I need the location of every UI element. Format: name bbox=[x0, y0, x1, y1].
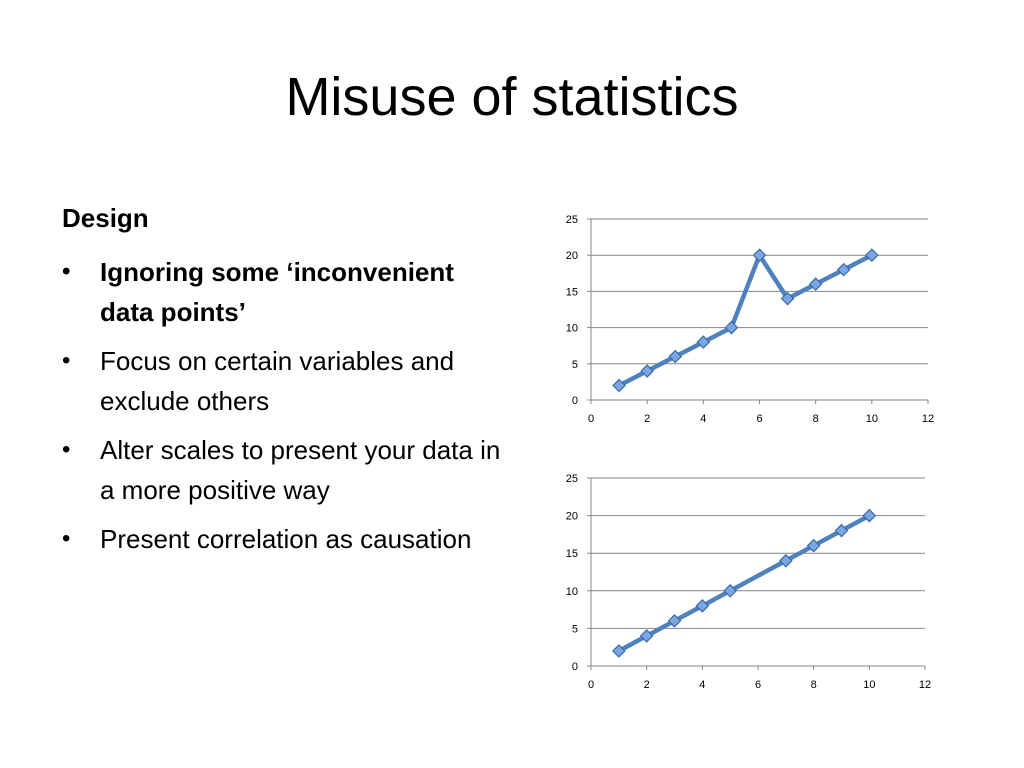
bottom-line-chart: 0 5 10 15 20 25 0 2 4 6 8 10 12 bbox=[566, 473, 931, 691]
slide-title: Misuse of statistics bbox=[285, 67, 739, 127]
data-point bbox=[780, 291, 795, 306]
y-tick-label: 10 bbox=[566, 323, 578, 335]
bullet-text: Focus on certain variables and exclude o… bbox=[100, 346, 455, 416]
y-tick-label: 25 bbox=[566, 214, 578, 226]
data-point bbox=[834, 523, 849, 538]
section-heading: Design bbox=[62, 203, 149, 233]
y-tick-label: 0 bbox=[572, 395, 578, 407]
y-tick-label: 5 bbox=[572, 359, 578, 371]
y-tick-label: 15 bbox=[566, 286, 578, 298]
x-tick-label: 6 bbox=[756, 413, 762, 425]
y-tick-label: 20 bbox=[566, 511, 578, 523]
x-tick-label: 8 bbox=[813, 413, 819, 425]
bullet-text: Present correlation as causation bbox=[100, 524, 472, 554]
x-tick-label: 2 bbox=[644, 413, 650, 425]
bullet-icon: • bbox=[62, 525, 71, 552]
data-point bbox=[695, 598, 710, 613]
bullet-item: • Ignoring some ‘inconvenient data points… bbox=[62, 252, 502, 332]
x-tick-label: 0 bbox=[588, 679, 594, 691]
y-tick-label: 25 bbox=[566, 473, 578, 485]
y-tick-label: 15 bbox=[566, 548, 578, 560]
x-tick-label: 0 bbox=[588, 413, 594, 425]
data-point bbox=[611, 644, 626, 658]
bullet-icon: • bbox=[62, 436, 71, 463]
x-tick-label: 4 bbox=[700, 413, 706, 425]
data-point bbox=[612, 378, 626, 393]
data-point bbox=[696, 335, 711, 349]
x-tick-label: 8 bbox=[811, 679, 817, 691]
x-tick-label: 12 bbox=[919, 679, 931, 691]
bullet-item: • Focus on certain variables and exclude … bbox=[62, 341, 502, 421]
bullet-text: Ignoring some ‘inconvenient data points’ bbox=[100, 257, 454, 327]
series-line bbox=[616, 252, 875, 388]
x-tick-label: 10 bbox=[863, 679, 875, 691]
y-tick-label: 10 bbox=[566, 586, 578, 598]
data-point bbox=[752, 248, 767, 263]
data-point bbox=[862, 508, 877, 523]
x-tick-label: 2 bbox=[644, 679, 650, 691]
data-point bbox=[808, 277, 823, 292]
data-point bbox=[778, 553, 793, 568]
data-point bbox=[864, 248, 879, 263]
bullet-list: • Ignoring some ‘inconvenient data points… bbox=[62, 252, 502, 568]
data-point bbox=[640, 364, 655, 378]
bullet-text: Alter scales to present your data in a m… bbox=[100, 435, 501, 505]
data-point bbox=[668, 349, 683, 364]
bullet-item: • Alter scales to present your data in a … bbox=[62, 430, 502, 510]
data-point bbox=[723, 583, 738, 598]
bullet-icon: • bbox=[62, 347, 71, 374]
top-line-chart: 0 5 10 15 20 25 0 2 4 6 8 10 12 bbox=[566, 214, 934, 425]
data-point bbox=[724, 320, 739, 335]
data-point bbox=[639, 629, 654, 643]
bullet-icon: • bbox=[62, 258, 71, 285]
data-point bbox=[667, 614, 682, 628]
bullet-item: • Present correlation as causation bbox=[62, 519, 502, 559]
data-point bbox=[836, 262, 851, 277]
y-tick-label: 20 bbox=[566, 250, 578, 262]
y-tick-label: 5 bbox=[572, 623, 578, 635]
y-tick-label: 0 bbox=[572, 661, 578, 673]
x-tick-label: 12 bbox=[922, 413, 934, 425]
x-tick-label: 6 bbox=[755, 679, 761, 691]
x-tick-label: 10 bbox=[866, 413, 878, 425]
x-tick-label: 4 bbox=[699, 679, 705, 691]
data-point bbox=[806, 538, 821, 553]
series-line bbox=[616, 513, 872, 654]
